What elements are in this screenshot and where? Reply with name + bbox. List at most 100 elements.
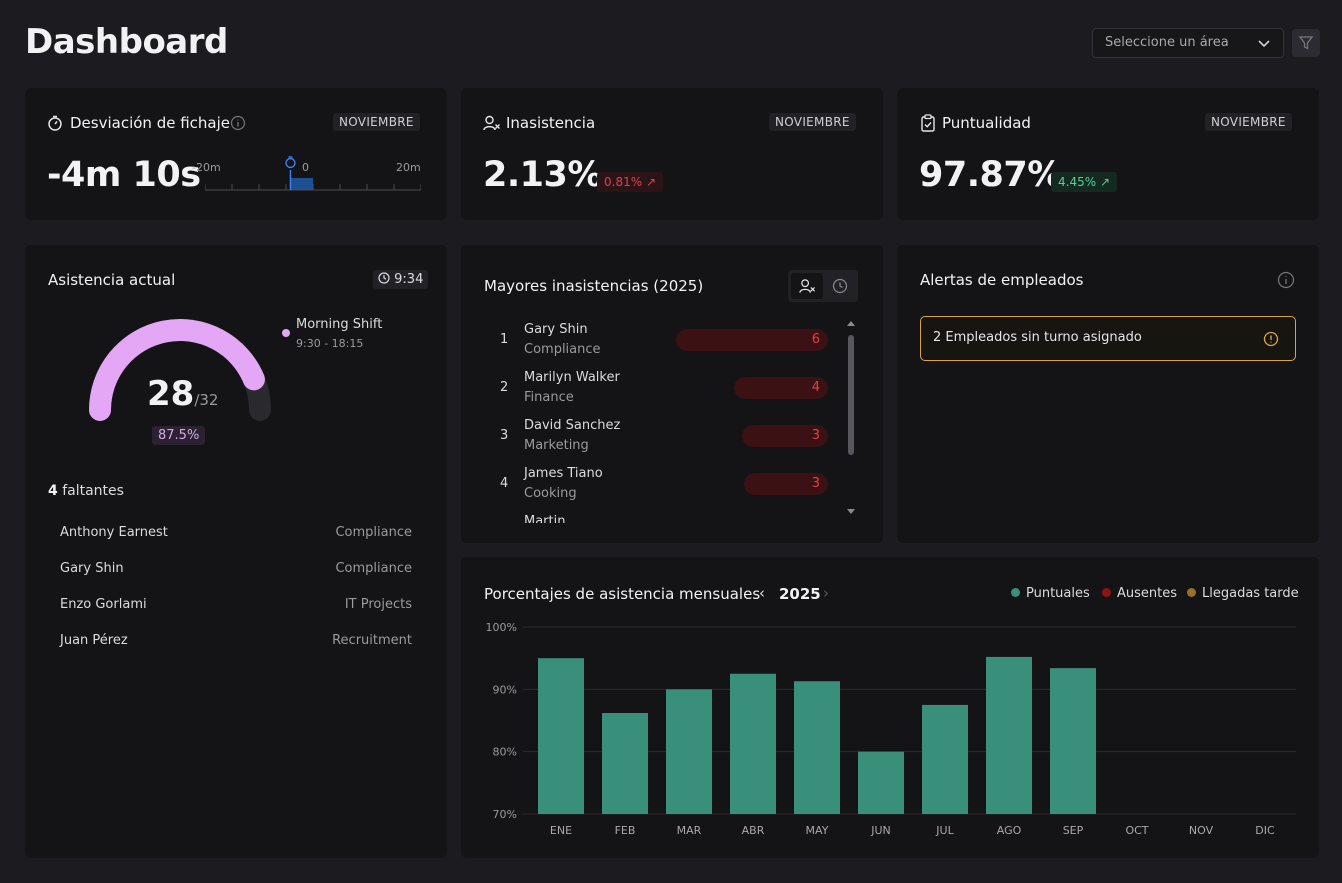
legend-absent: Ausentes [1102, 586, 1177, 601]
y-tick-label: 100% [486, 621, 517, 634]
shift-hours: 9:30 - 18:15 [296, 337, 364, 350]
scale-min-label: -20m [192, 161, 221, 174]
missing-name: Anthony Earnest [60, 525, 168, 540]
x-tick-label: JUN [870, 824, 891, 837]
bar-segment-puntuales [1050, 668, 1096, 814]
absence-value: 2.13% [483, 155, 602, 195]
attendance-percent-badge: 87.5% [152, 426, 206, 445]
x-tick-label: MAY [806, 824, 829, 837]
area-select[interactable]: Seleccione un área [1092, 28, 1284, 58]
deviation-scale [205, 156, 421, 191]
attendance-count: 28/32 [147, 374, 218, 414]
employee-dept: Finance [524, 390, 574, 405]
punctuality-card: Puntualidad NOVIEMBRE 97.87% 4.45% ↗ [897, 88, 1319, 220]
employee-dept: Marketing [524, 438, 589, 453]
scale-mid-label: 0 [302, 161, 309, 174]
absence-delta: 0.81% [604, 175, 643, 189]
alert-item[interactable]: 2 Empleados sin turno asignado [920, 316, 1296, 361]
legend-on-time: Puntuales [1011, 586, 1090, 601]
bar-segment-puntuales [666, 689, 712, 814]
legend-absent-label: Ausentes [1117, 586, 1178, 601]
x-tick-label: NOV [1189, 824, 1214, 837]
absence-count-bar: 6 [676, 329, 828, 351]
attendance-time-badge: 9:34 [373, 270, 429, 289]
legend-on-time-label: Puntuales [1026, 586, 1090, 601]
missing-count: 4 [48, 483, 58, 499]
absence-title: Inasistencia [506, 114, 596, 132]
view-toggle [788, 270, 858, 302]
employee-name: David Sanchez [524, 418, 621, 433]
stopwatch-marker-icon [285, 156, 296, 169]
absence-delta-badge: 0.81% ↗ [597, 172, 664, 192]
alert-text: 2 Empleados sin turno asignado [933, 330, 1142, 345]
attendance-gauge-fill [89, 319, 265, 421]
toggle-late-button[interactable] [825, 273, 855, 299]
punctuality-value: 97.87% [919, 155, 1062, 195]
scrollbar-thumb[interactable] [848, 335, 854, 455]
user-x-icon [799, 279, 815, 293]
absence-count-bar: 4 [734, 377, 828, 399]
clipboard-check-icon [921, 114, 935, 132]
legend-dot [1187, 588, 1196, 597]
bar-segment-puntuales [538, 658, 584, 814]
chevron-down-icon [1257, 34, 1271, 56]
bar-segment-puntuales [730, 673, 776, 814]
scrollbar[interactable] [846, 319, 856, 519]
absence-card: Inasistencia NOVIEMBRE 2.13% 0.81% ↗ [461, 88, 883, 220]
deviation-card: Desviación de fichaje NOVIEMBRE -4m 10s … [25, 88, 447, 220]
missing-name: Enzo Gorlami [60, 597, 147, 612]
year-prev-button[interactable]: ‹ [759, 584, 765, 602]
stopwatch-icon [48, 115, 62, 131]
scroll-down-icon[interactable] [847, 509, 855, 515]
missing-label: faltantes [62, 483, 124, 499]
info-icon[interactable] [230, 115, 246, 131]
employee-dept: Compliance [524, 342, 601, 357]
deviation-month-badge: NOVIEMBRE [333, 113, 420, 131]
toggle-absences-button[interactable] [791, 273, 823, 299]
punctuality-delta: 4.45% [1058, 175, 1097, 189]
alerts-title: Alertas de empleados [920, 271, 1084, 289]
attendance-bar-chart: 100% 90% 80% 70% ENE FEB MAR ABR MAY JUN JUL AGO SEP… [486, 621, 1296, 837]
top-absences-card: Mayores inasistencias (2025) 1 Gary Shin… [461, 245, 883, 543]
legend-dot [1011, 588, 1020, 597]
attendance-time: 9:34 [394, 272, 424, 287]
page-title: Dashboard [25, 22, 228, 62]
year-label: 2025 [779, 585, 821, 603]
missing-name: Juan Pérez [60, 633, 128, 648]
employee-name: James Tiano [524, 466, 603, 481]
x-tick-label: MAR [677, 824, 702, 837]
shift-name: Morning Shift [296, 317, 383, 332]
year-next-button[interactable]: › [823, 584, 829, 602]
employee-name: Marilyn Walker [524, 370, 620, 385]
x-tick-label: ENE [550, 824, 572, 837]
info-icon[interactable] [1277, 271, 1295, 289]
x-tick-label: JUL [935, 824, 954, 837]
x-tick-label: SEP [1063, 824, 1084, 837]
x-tick-label: DIC [1255, 824, 1275, 837]
arrow-up-right-icon: ↗ [1099, 175, 1111, 189]
employee-name: Martin [524, 514, 566, 523]
missing-dept: Compliance [335, 525, 412, 540]
filter-button[interactable] [1292, 29, 1320, 57]
clock-icon [832, 278, 848, 294]
absence-count-bar: 3 [744, 473, 828, 495]
top-absences-title: Mayores inasistencias (2025) [484, 277, 704, 295]
rank: 1 [500, 332, 509, 347]
rank: 3 [500, 428, 509, 443]
missing-name: Gary Shin [60, 561, 124, 576]
warning-icon [1263, 331, 1279, 347]
rank: 2 [500, 380, 509, 395]
missing-dept: IT Projects [344, 597, 412, 612]
employee-dept: Cooking [524, 486, 577, 501]
bar-segment-puntuales [794, 681, 840, 814]
legend-late-label: Llegadas tarde [1202, 586, 1299, 601]
missing-dept: Compliance [335, 561, 412, 576]
user-x-icon [483, 115, 500, 131]
filter-icon [1298, 36, 1314, 50]
deviation-title: Desviación de fichaje [70, 114, 231, 132]
scroll-up-icon[interactable] [847, 321, 855, 327]
x-tick-label: FEB [615, 824, 636, 837]
attendance-present: 28 [147, 374, 195, 414]
legend-dot [1102, 588, 1111, 597]
punctuality-title: Puntualidad [942, 114, 1031, 132]
